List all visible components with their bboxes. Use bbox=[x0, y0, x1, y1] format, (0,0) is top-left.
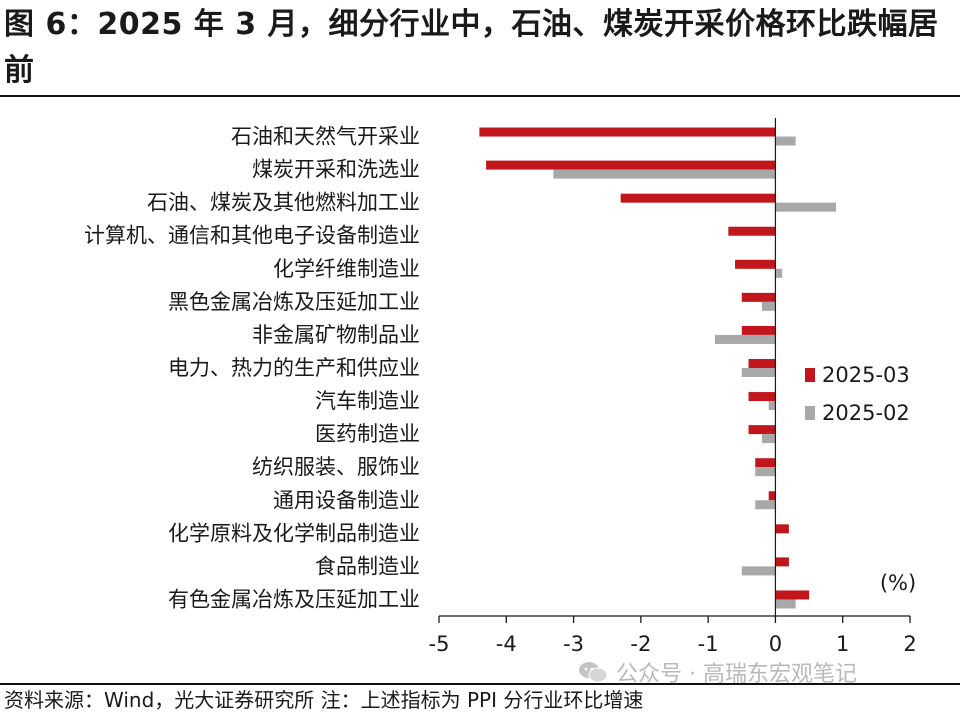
x-tick-label: -1 bbox=[698, 632, 719, 656]
category-label: 汽车制造业 bbox=[315, 389, 420, 413]
wechat-icon bbox=[579, 662, 608, 683]
bar-2025-03-1 bbox=[486, 160, 776, 170]
category-label: 煤炭开采和洗选业 bbox=[252, 158, 420, 182]
watermark: 公众号 · 高瑞东宏观笔记 bbox=[578, 656, 857, 688]
category-label: 纺织服装、服饰业 bbox=[252, 455, 420, 479]
category-label: 石油和天然气开采业 bbox=[231, 125, 420, 149]
category-label: 有色金属冶炼及压延加工业 bbox=[168, 587, 420, 611]
bar-2025-03-10 bbox=[755, 458, 776, 468]
legend-swatch-2025-02 bbox=[805, 406, 815, 420]
x-tick-label: -5 bbox=[429, 632, 450, 656]
bar-2025-03-7 bbox=[748, 359, 776, 368]
bar-2025-03-12 bbox=[775, 524, 789, 534]
top-rule bbox=[0, 95, 960, 97]
bar-2025-03-11 bbox=[768, 491, 776, 501]
legend: 2025-03 2025-02 bbox=[805, 363, 910, 425]
x-tick-label: 1 bbox=[836, 632, 849, 656]
bar-2025-03-5 bbox=[741, 292, 776, 302]
bar-2025-02-11 bbox=[755, 500, 776, 510]
category-label: 石油、煤炭及其他燃料加工业 bbox=[147, 191, 420, 215]
x-tick-label: -2 bbox=[630, 632, 651, 656]
bar-2025-02-5 bbox=[761, 301, 776, 311]
bar-2025-02-8 bbox=[768, 401, 776, 411]
legend-label: 2025-02 bbox=[822, 401, 910, 425]
x-axis: -5 -4 -3 -2 -1 0 1 2 bbox=[429, 118, 917, 656]
bar-2025-02-14 bbox=[775, 599, 796, 609]
x-tick-label: 0 bbox=[769, 632, 782, 656]
bar-2025-02-2 bbox=[775, 202, 836, 212]
category-label: 计算机、通信和其他电子设备制造业 bbox=[84, 224, 420, 248]
chart-title: 图 6：2025 年 3 月，细分行业中，石油、煤炭开采价格环比跌幅居前 bbox=[4, 7, 939, 88]
bottom-rule bbox=[0, 683, 960, 685]
x-tick-label: 2 bbox=[903, 632, 916, 656]
bar-2025-02-10 bbox=[755, 467, 776, 477]
x-tick-label: -4 bbox=[496, 632, 517, 656]
bar-2025-02-13 bbox=[741, 566, 776, 576]
bar-2025-03-6 bbox=[741, 325, 776, 335]
legend-label: 2025-03 bbox=[822, 363, 910, 387]
watermark-text: 公众号 · 高瑞东宏观笔记 bbox=[616, 662, 857, 687]
bar-2025-03-8 bbox=[748, 392, 776, 402]
category-label: 通用设备制造业 bbox=[273, 488, 420, 512]
bar-2025-03-4 bbox=[735, 259, 776, 269]
bar-2025-02-1 bbox=[553, 169, 776, 179]
unit-label: (%) bbox=[880, 571, 916, 595]
x-tick-label: -3 bbox=[563, 632, 584, 656]
category-label: 食品制造业 bbox=[315, 554, 420, 578]
source-note: 资料来源：Wind，光大证券研究所 注：上述指标为 PPI 分行业环比增速 bbox=[4, 688, 644, 712]
category-label: 医药制造业 bbox=[315, 422, 420, 446]
category-labels: 石油和天然气开采业煤炭开采和洗选业石油、煤炭及其他燃料加工业计算机、通信和其他电… bbox=[84, 125, 420, 612]
bar-2025-02-9 bbox=[761, 434, 776, 444]
bar-2025-02-7 bbox=[741, 368, 776, 377]
bar-2025-03-2 bbox=[620, 193, 776, 203]
bar-2025-03-0 bbox=[479, 127, 776, 137]
bar-2025-03-13 bbox=[775, 557, 789, 567]
bar-2025-03-14 bbox=[775, 590, 810, 600]
category-label: 黑色金属冶炼及压延加工业 bbox=[168, 290, 420, 314]
legend-swatch-2025-03 bbox=[805, 368, 815, 382]
bar-2025-03-9 bbox=[748, 425, 776, 435]
bar-2025-03-3 bbox=[728, 226, 776, 236]
bar-2025-02-6 bbox=[714, 334, 776, 344]
category-label: 化学原料及化学制品制造业 bbox=[168, 521, 420, 545]
bar-2025-02-4 bbox=[775, 268, 783, 278]
category-label: 电力、热力的生产和供应业 bbox=[168, 356, 420, 380]
category-label: 非金属矿物制品业 bbox=[252, 323, 420, 347]
bars-group bbox=[479, 127, 836, 609]
category-label: 化学纤维制造业 bbox=[273, 257, 420, 281]
bar-2025-02-0 bbox=[775, 136, 796, 146]
